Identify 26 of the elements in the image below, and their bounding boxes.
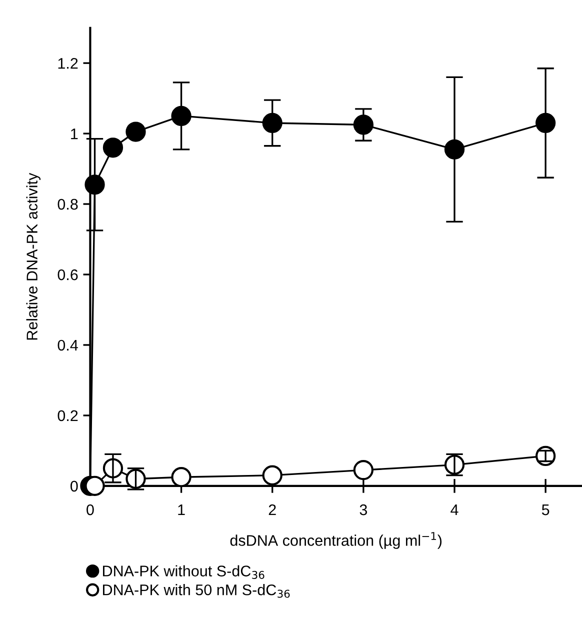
y-axis-title: Relative DNA-PK activity xyxy=(26,172,40,340)
point xyxy=(126,122,146,142)
y-tick-label: 0.6 xyxy=(58,269,78,280)
x-tick-label: 4 xyxy=(450,504,458,516)
point xyxy=(171,106,192,126)
x-tick-label: 1 xyxy=(178,504,185,516)
legend-label: DNA-PK with 50 nM S-dC$_{36}$ xyxy=(103,584,290,598)
x-axis-title: dsDNA concentration (µg ml$^{−1}$) xyxy=(230,532,442,549)
point xyxy=(262,465,282,486)
point xyxy=(353,460,374,480)
y-tick-label: 0.8 xyxy=(58,198,78,210)
y-tick-label: 0.2 xyxy=(58,410,78,422)
point xyxy=(84,476,105,496)
y-tick-label: 0 xyxy=(70,480,78,492)
y-tick-label: 1.2 xyxy=(58,58,78,69)
y-tick-label: 1 xyxy=(71,128,78,140)
point xyxy=(102,138,124,158)
point xyxy=(262,112,282,134)
x-tick-label: 5 xyxy=(542,504,550,516)
legend-label: DNA-PK without S-dC$_{36}$ xyxy=(103,565,264,579)
x-tick-label: 2 xyxy=(268,504,276,516)
point xyxy=(171,467,192,488)
point xyxy=(84,174,105,195)
y-tick-label: 0.4 xyxy=(58,340,78,351)
x-tick-label: 0 xyxy=(86,504,94,516)
x-tick-label: 3 xyxy=(360,504,368,516)
